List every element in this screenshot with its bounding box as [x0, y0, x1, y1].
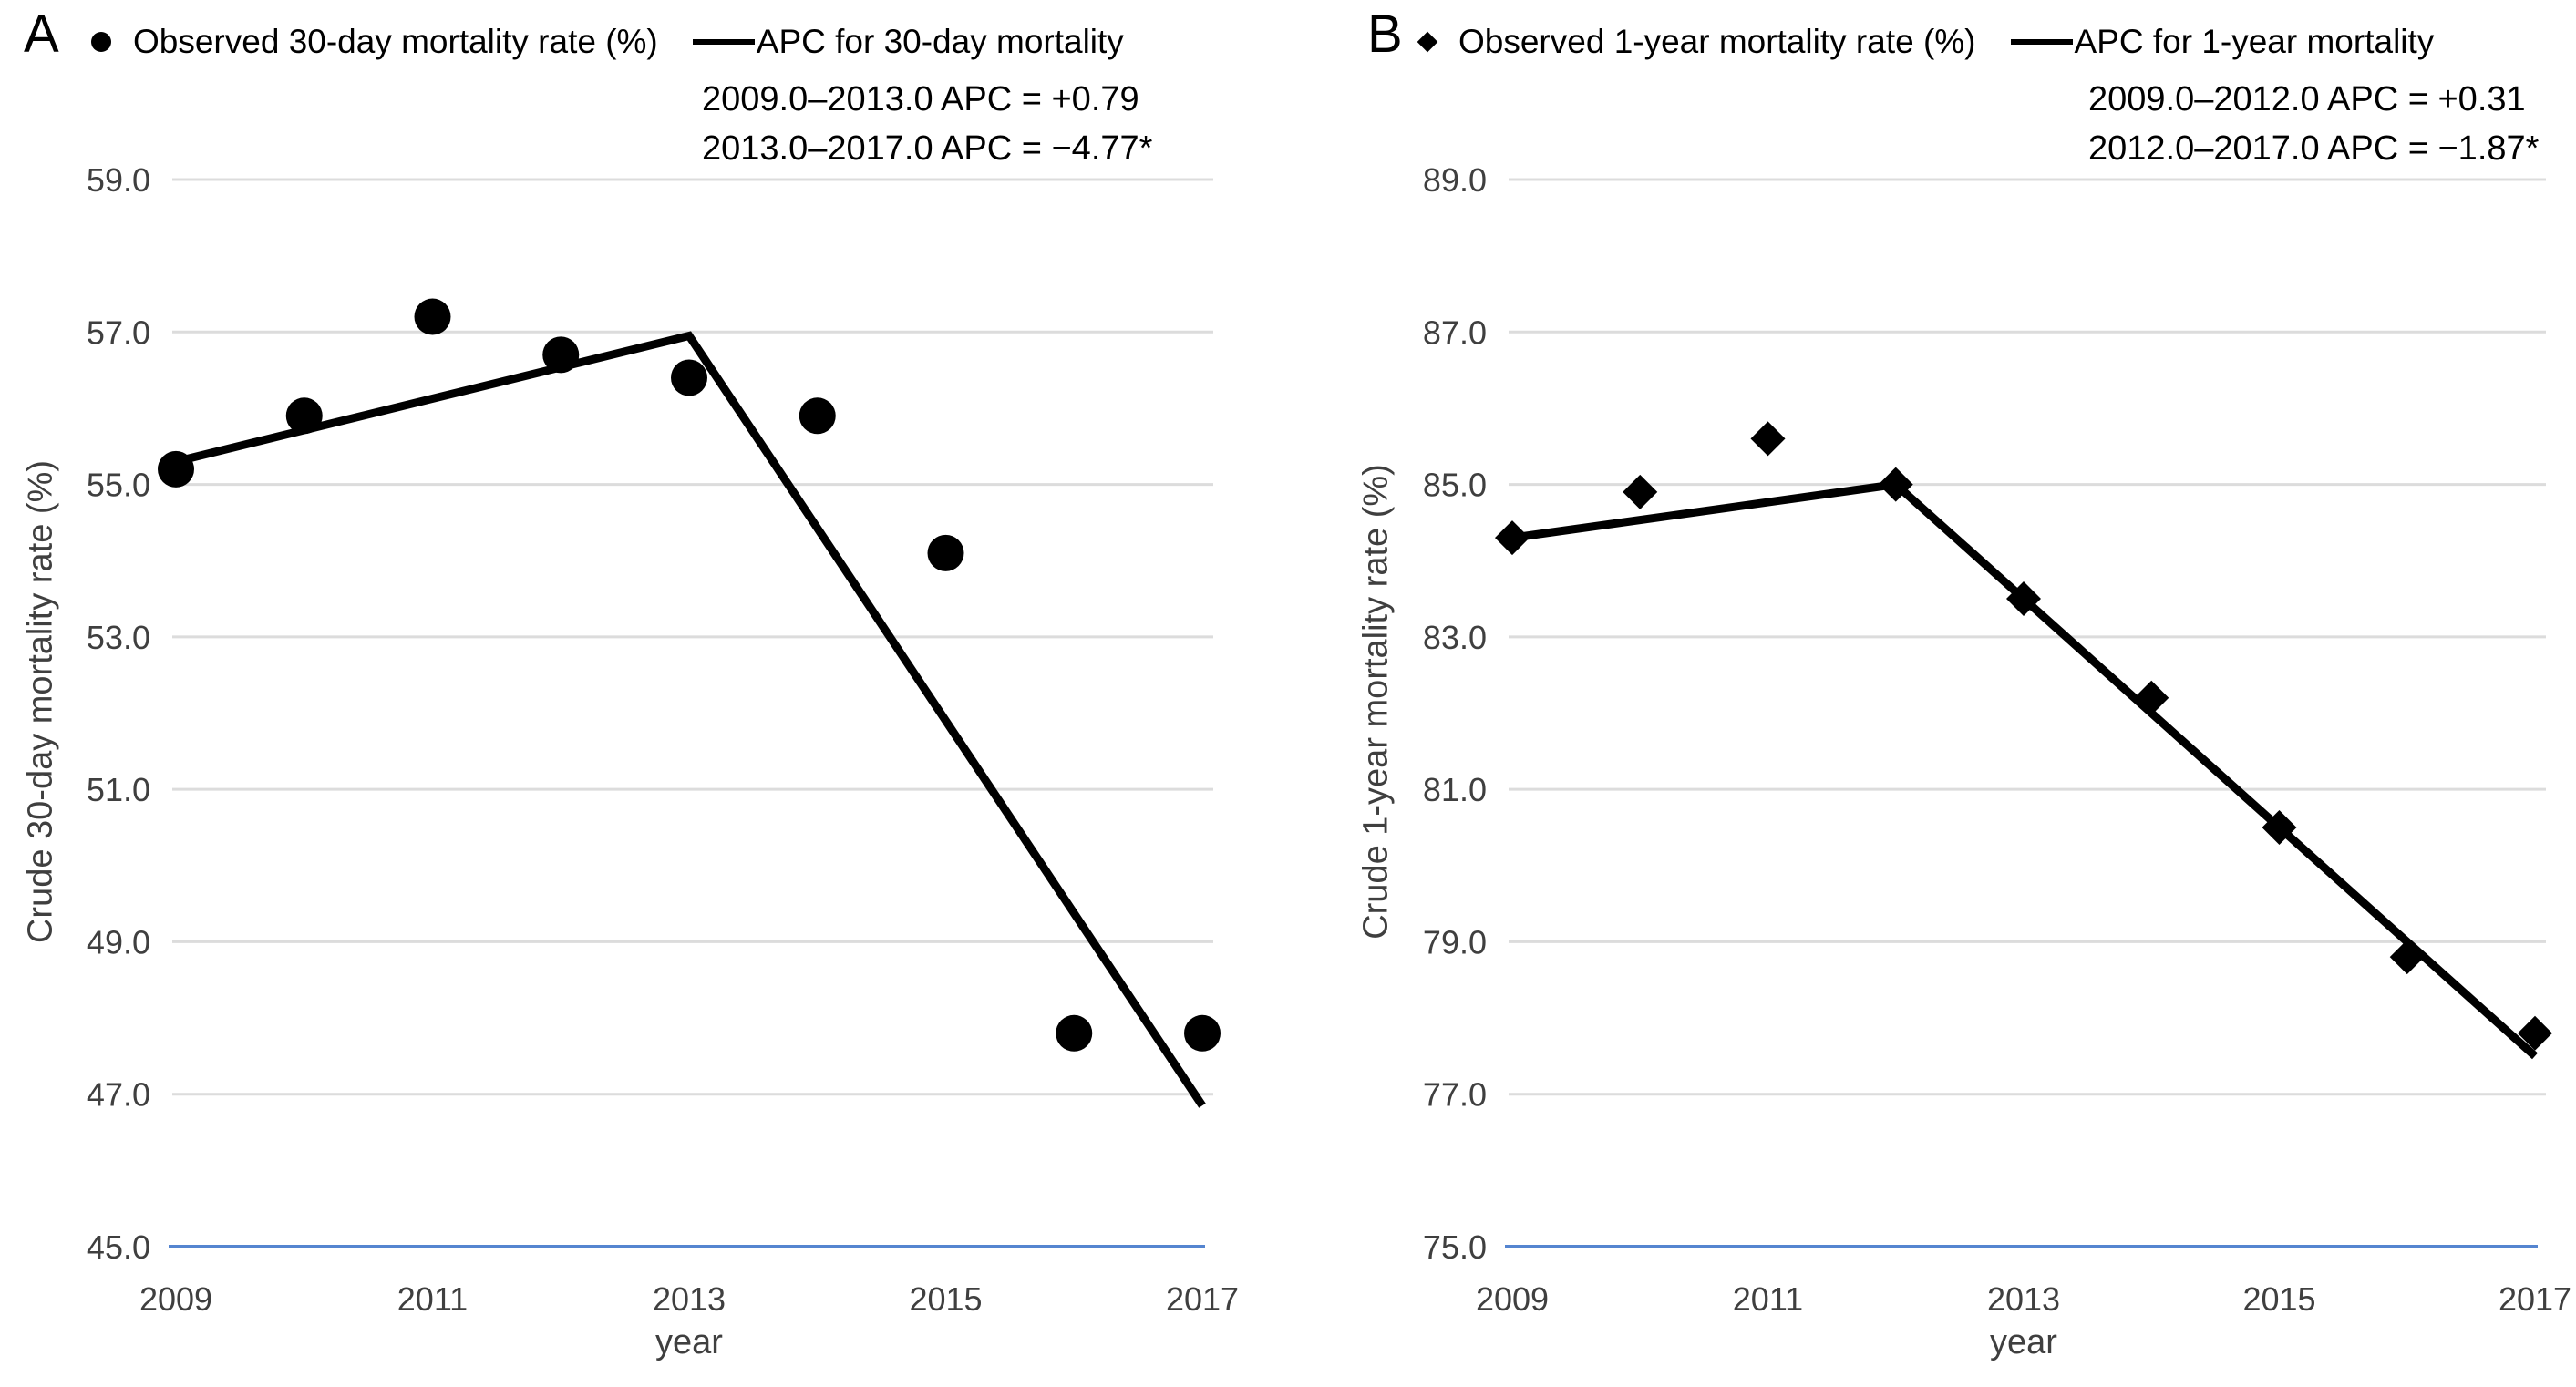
- circle-marker-icon: [91, 32, 111, 52]
- svg-text:2011: 2011: [1733, 1280, 1803, 1318]
- panel-a: A Observed 30-day mortality rate (%) APC…: [22, 5, 1240, 1361]
- svg-text:2017: 2017: [1166, 1280, 1239, 1318]
- legend-observed-label: Observed 1-year mortality rate (%): [1458, 23, 1976, 60]
- panel-b: B Observed 1-year mortality rate (%) APC…: [1288, 0, 2576, 1387]
- svg-text:2013: 2013: [1987, 1280, 2060, 1318]
- svg-text:2009: 2009: [139, 1280, 212, 1318]
- svg-text:2011: 2011: [397, 1280, 468, 1318]
- trend-line-marker-icon: [2010, 39, 2073, 45]
- legend-apc-label: APC for 30-day mortality: [756, 23, 1124, 60]
- svg-text:49.0: 49.0: [87, 923, 150, 961]
- panel-a-apc-annotations: 2009.0–2013.0 APC = +0.79 2013.0–2017.0 …: [702, 75, 1152, 173]
- svg-text:45.0: 45.0: [87, 1228, 150, 1266]
- svg-text:85.0: 85.0: [1423, 467, 1487, 504]
- panel-a-x-axis-title: year: [655, 1323, 723, 1361]
- panel-b-apc-annotations: 2009.0–2012.0 APC = +0.31 2012.0–2017.0 …: [2088, 75, 2539, 173]
- apc-annotation-line-1: 2009.0–2012.0 APC = +0.31: [2088, 80, 2526, 118]
- svg-text:77.0: 77.0: [1423, 1076, 1487, 1114]
- svg-text:2009: 2009: [1476, 1280, 1549, 1318]
- panel-b-legend: Observed 1-year mortality rate (%) APC f…: [1417, 20, 2435, 64]
- svg-text:47.0: 47.0: [87, 1076, 150, 1114]
- svg-text:83.0: 83.0: [1423, 619, 1487, 656]
- panel-b-x-axis-title: year: [1990, 1323, 2057, 1361]
- legend-apc-label: APC for 1-year mortality: [2074, 23, 2435, 60]
- panel-b-plot-area: 89.0 87.0 85.0 83.0 81.0 79.0 77.0 75.0 2009 2011…: [1288, 0, 2576, 1387]
- legend-observed-label: Observed 30-day mortality rate (%): [133, 23, 658, 60]
- svg-text:2013: 2013: [653, 1280, 726, 1318]
- apc-annotation-line-2: 2013.0–2017.0 APC = −4.77*: [702, 129, 1153, 168]
- panel-b-letter: B: [1367, 5, 1403, 64]
- svg-text:2017: 2017: [2499, 1280, 2571, 1318]
- apc-annotation-line-2: 2012.0–2017.0 APC = −1.87*: [2088, 129, 2540, 168]
- svg-text:51.0: 51.0: [87, 771, 150, 808]
- svg-text:79.0: 79.0: [1423, 923, 1487, 961]
- trend-line-marker-icon: [692, 39, 755, 45]
- svg-text:2015: 2015: [2242, 1280, 2315, 1318]
- svg-text:87.0: 87.0: [1423, 313, 1487, 351]
- panel-a-plot-area: 59.0 57.0 55.0 53.0 51.0 49.0 47.0 45.0 2009 2011…: [87, 161, 1239, 1318]
- svg-text:75.0: 75.0: [1423, 1228, 1487, 1266]
- panel-a-letter: A: [24, 5, 59, 64]
- svg-text:81.0: 81.0: [1423, 771, 1487, 808]
- chart-svg: 59.0 57.0 55.0 53.0 51.0 49.0 47.0 45.0 2009 2011…: [87, 161, 1239, 1318]
- svg-text:53.0: 53.0: [87, 619, 150, 656]
- svg-text:89.0: 89.0: [1423, 161, 1487, 199]
- svg-text:59.0: 59.0: [87, 161, 150, 199]
- panel-a-legend: Observed 30-day mortality rate (%) APC f…: [91, 20, 1124, 64]
- chart-svg: 89.0 87.0 85.0 83.0 81.0 79.0 77.0 75.0 2009 2011…: [1423, 161, 2571, 1318]
- svg-text:2015: 2015: [909, 1280, 982, 1318]
- svg-text:55.0: 55.0: [87, 467, 150, 504]
- apc-annotation-line-1: 2009.0–2013.0 APC = +0.79: [702, 80, 1139, 118]
- svg-text:57.0: 57.0: [87, 313, 150, 351]
